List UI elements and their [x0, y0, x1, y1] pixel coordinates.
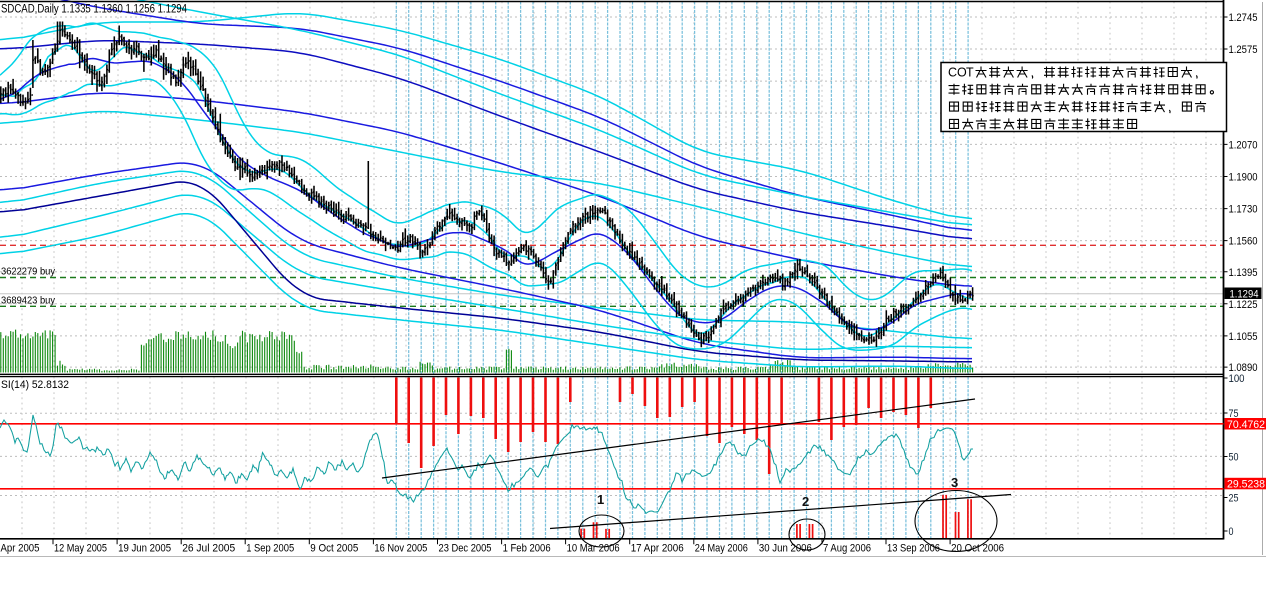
svg-text:13 Sep 2006: 13 Sep 2006 — [887, 543, 940, 555]
svg-text:23 Dec 2005: 23 Dec 2005 — [439, 543, 492, 555]
svg-text:25: 25 — [1229, 493, 1239, 505]
svg-text:0: 0 — [1229, 526, 1234, 538]
svg-text:70.4762: 70.4762 — [1227, 419, 1265, 431]
svg-text:100: 100 — [1229, 373, 1245, 385]
svg-text:1.0890: 1.0890 — [1229, 362, 1258, 374]
svg-text:1 Feb 2006: 1 Feb 2006 — [503, 543, 551, 555]
svg-text:1.1560: 1.1560 — [1229, 236, 1258, 248]
svg-text:1 Sep 2005: 1 Sep 2005 — [246, 543, 294, 555]
svg-text:26 Jul 2005: 26 Jul 2005 — [182, 543, 235, 555]
svg-text:1.1395: 1.1395 — [1229, 267, 1258, 279]
svg-text:17 Apr 2006: 17 Apr 2006 — [631, 543, 684, 555]
svg-text:C: C — [948, 66, 957, 80]
svg-text:20 Oct 2006: 20 Oct 2006 — [951, 543, 1004, 555]
svg-text:1.2575: 1.2575 — [1229, 44, 1258, 56]
svg-text:1.1055: 1.1055 — [1229, 331, 1258, 343]
svg-text:1.1900: 1.1900 — [1229, 172, 1258, 184]
svg-text:7 Aug 2006: 7 Aug 2006 — [823, 543, 871, 555]
svg-text:1.2745: 1.2745 — [1229, 12, 1258, 24]
svg-text:16 Nov 2005: 16 Nov 2005 — [374, 543, 427, 555]
svg-text:1: 1 — [597, 492, 604, 507]
svg-text:75: 75 — [1229, 408, 1239, 420]
svg-text:12 May 2005: 12 May 2005 — [54, 543, 107, 555]
svg-text:Apr 2005: Apr 2005 — [1, 543, 40, 555]
svg-text:1.1294: 1.1294 — [1230, 289, 1259, 301]
svg-text:9 Oct 2005: 9 Oct 2005 — [310, 543, 358, 555]
svg-text:29.5238: 29.5238 — [1227, 479, 1265, 491]
svg-text:3622279 buy: 3622279 buy — [1, 266, 56, 278]
svg-text:1.2070: 1.2070 — [1229, 139, 1258, 151]
svg-text:10 Mar 2006: 10 Mar 2006 — [567, 543, 620, 555]
svg-text:3: 3 — [951, 475, 958, 490]
svg-text:1.1730: 1.1730 — [1229, 204, 1258, 216]
svg-text:24 May 2006: 24 May 2006 — [695, 543, 748, 555]
svg-text:3689423 buy: 3689423 buy — [1, 295, 56, 307]
svg-text:SI(14) 52.8132: SI(14) 52.8132 — [1, 379, 69, 391]
svg-text:O: O — [957, 66, 967, 80]
svg-text:T: T — [966, 66, 974, 80]
svg-text:50: 50 — [1229, 452, 1239, 464]
svg-text:19 Jun 2005: 19 Jun 2005 — [118, 543, 171, 555]
svg-text:SDCAD,Daily 1.1335 1.1360 1.: SDCAD,Daily 1.1335 1.1360 1.1256 1.1294 — [1, 4, 187, 16]
svg-text:2: 2 — [802, 494, 809, 509]
svg-text:30 Jun 2006: 30 Jun 2006 — [759, 543, 812, 555]
svg-text:1.1225: 1.1225 — [1229, 299, 1258, 311]
